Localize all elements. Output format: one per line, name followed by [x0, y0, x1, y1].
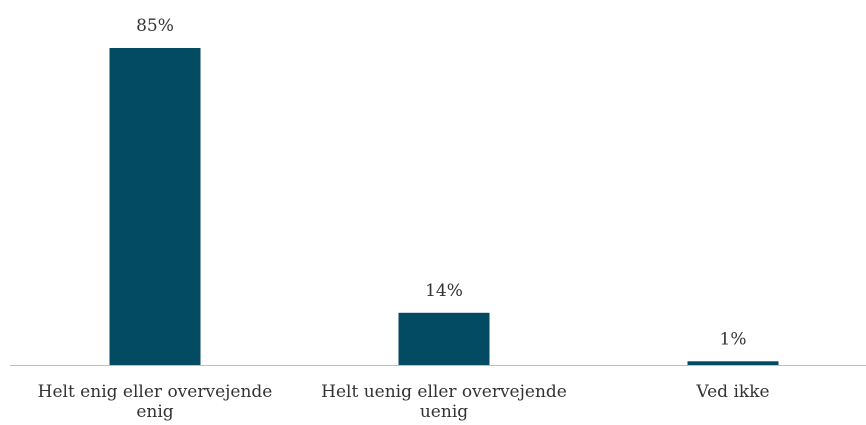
data-label-2: 14%	[425, 281, 463, 301]
data-label-1: 85%	[136, 16, 174, 36]
data-labels-layer: 85% 14% 1%	[136, 16, 746, 349]
category-label-2: Helt uenig eller overvejende uenig	[321, 382, 567, 422]
bar-3	[687, 361, 779, 365]
category-label-3: Ved ikke	[695, 382, 769, 402]
category-label-1: Helt enig eller overvejende enig	[38, 382, 273, 422]
bar-2	[398, 312, 490, 365]
bar-1	[109, 48, 201, 365]
data-label-3: 1%	[720, 329, 747, 349]
bars-layer	[109, 48, 779, 365]
category-labels-layer: Helt enig eller overvejende enig Helt ueni…	[38, 382, 770, 422]
